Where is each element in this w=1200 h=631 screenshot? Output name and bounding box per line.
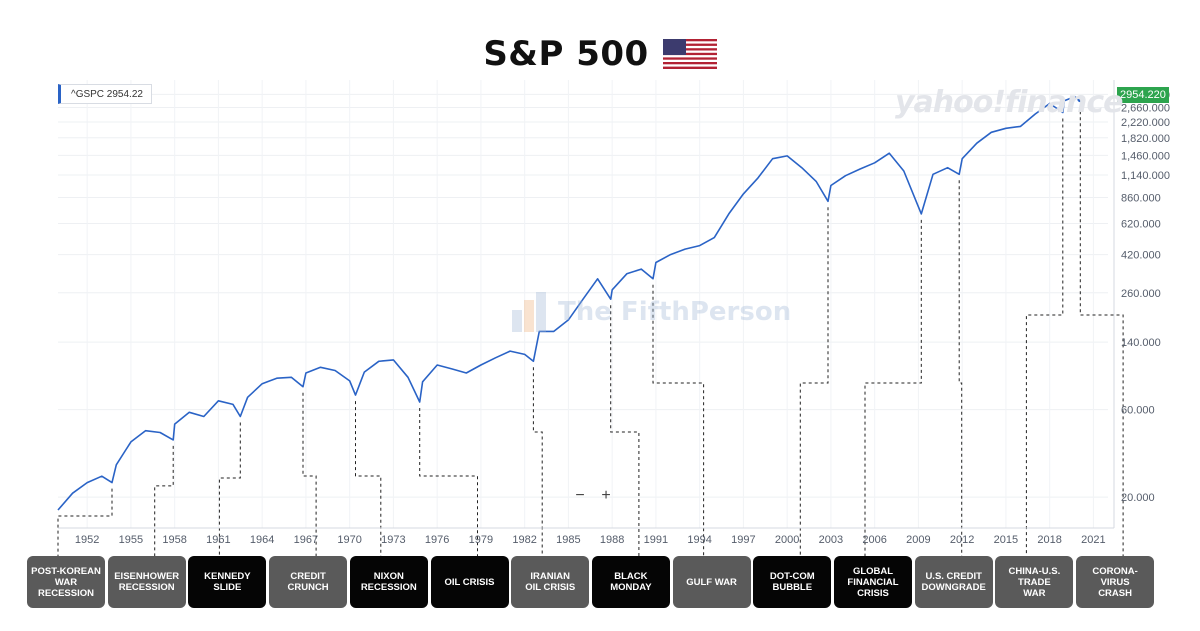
event-connector (218, 422, 241, 556)
y-tick-label: 1,820.000 (1121, 133, 1170, 145)
x-tick-label: 1994 (687, 534, 711, 546)
event-label: U.S. CREDIT DOWNGRADE (914, 556, 993, 608)
x-tick-label: 1952 (75, 534, 99, 546)
y-tick-label: 2,660.000 (1121, 103, 1170, 115)
event-label: BLACK MONDAY (591, 556, 670, 608)
y-tick-label: 2,220.000 (1121, 117, 1170, 129)
x-tick-label: 1988 (600, 534, 624, 546)
event-connector (652, 284, 705, 556)
event-connector (532, 367, 543, 556)
event-label: POST-KOREAN WAR RECESSION (27, 556, 105, 608)
x-tick-label: 1991 (644, 534, 668, 546)
event-connector (1025, 118, 1064, 556)
price-line (57, 95, 1081, 511)
x-tick-label: 2021 (1081, 534, 1105, 546)
zoom-out-button[interactable]: − (575, 487, 585, 504)
y-axis: 20.000 60.000 140.000 260.000 420.000 620.000… (1113, 80, 1170, 528)
event-connector (154, 445, 174, 556)
last-price-point (1077, 96, 1084, 103)
event-label: KENNEDY SLIDE (188, 556, 267, 608)
zoom-in-button[interactable]: + (601, 487, 611, 504)
zoom-controls: − + (570, 487, 616, 505)
event-connector (419, 408, 478, 556)
y-tick-label: 420.000 (1121, 250, 1161, 262)
x-tick-label: 2012 (950, 534, 974, 546)
x-tick-label: 1997 (731, 534, 755, 546)
y-tick-label: 1,140.000 (1121, 170, 1170, 182)
last-price-badge: 2954.220 (1117, 87, 1169, 103)
x-tick-label: 1976 (425, 534, 449, 546)
event-label: GLOBAL FINANCIAL CRISIS (834, 556, 912, 608)
event-label: CHINA-U.S. TRADE WAR (995, 556, 1074, 608)
x-tick-label: 2009 (906, 534, 930, 546)
event-label: OIL CRISIS (430, 556, 509, 608)
y-tick-label: 860.000 (1121, 192, 1161, 204)
x-axis: 1952 1955 1958 1961 1964 1967 1970 1973 1976 1979… (58, 527, 1114, 546)
grid (58, 80, 1108, 528)
y-tick-label: 60.000 (1121, 405, 1155, 417)
x-tick-label: 1958 (162, 534, 186, 546)
event-label: DOT-COM BUBBLE (753, 556, 832, 608)
x-tick-label: 1967 (294, 534, 318, 546)
x-tick-label: 2018 (1037, 534, 1061, 546)
event-connector (57, 488, 113, 556)
fifthperson-watermark: The FifthPerson (512, 292, 791, 332)
event-connector (302, 392, 317, 556)
event-connector (355, 401, 382, 556)
y-tick-label: 260.000 (1121, 288, 1161, 300)
y-tick-label: 140.000 (1121, 337, 1161, 349)
event-label: GULF WAR (672, 556, 751, 608)
chart-title: S&P 500 (483, 34, 649, 74)
y-tick-label: 20.000 (1121, 492, 1155, 504)
event-label: EISENHOWER RECESSION (107, 556, 186, 608)
event-connector (1079, 105, 1124, 556)
x-tick-label: 2006 (862, 534, 886, 546)
x-tick-label: 1964 (250, 534, 274, 546)
x-tick-label: 1961 (206, 534, 230, 546)
y-tick-label: 1,460.000 (1121, 150, 1170, 162)
event-label: IRANIAN OIL CRISIS (511, 556, 590, 608)
event-label: CREDIT CRUNCH (269, 556, 348, 608)
x-tick-label: 2015 (994, 534, 1018, 546)
event-connector (864, 219, 922, 556)
title-row: S&P 500 (0, 30, 1200, 78)
x-tick-label: 1973 (381, 534, 405, 546)
event-connector (799, 207, 829, 556)
event-label: CORONA- VIRUS CRASH (1076, 556, 1155, 608)
event-label: NIXON RECESSION (349, 556, 428, 608)
x-tick-label: 2000 (775, 534, 799, 546)
us-flag-icon (662, 39, 717, 69)
x-tick-label: 2003 (819, 534, 843, 546)
y-tick-label: 620.000 (1121, 219, 1161, 231)
fifthperson-logo-icon (512, 292, 552, 332)
x-tick-label: 1985 (556, 534, 580, 546)
series-legend[interactable]: ^GSPC 2954.22 (58, 84, 152, 104)
x-tick-label: 1970 (337, 534, 361, 546)
annotation-connectors (57, 105, 1124, 556)
fifthperson-text: The FifthPerson (558, 297, 792, 327)
event-connector (958, 180, 963, 556)
event-connector (610, 305, 640, 556)
x-tick-label: 1955 (119, 534, 143, 546)
x-tick-label: 1979 (469, 534, 493, 546)
yahoo-finance-logo: yahoo!finance (895, 85, 1123, 120)
x-tick-label: 1982 (512, 534, 536, 546)
